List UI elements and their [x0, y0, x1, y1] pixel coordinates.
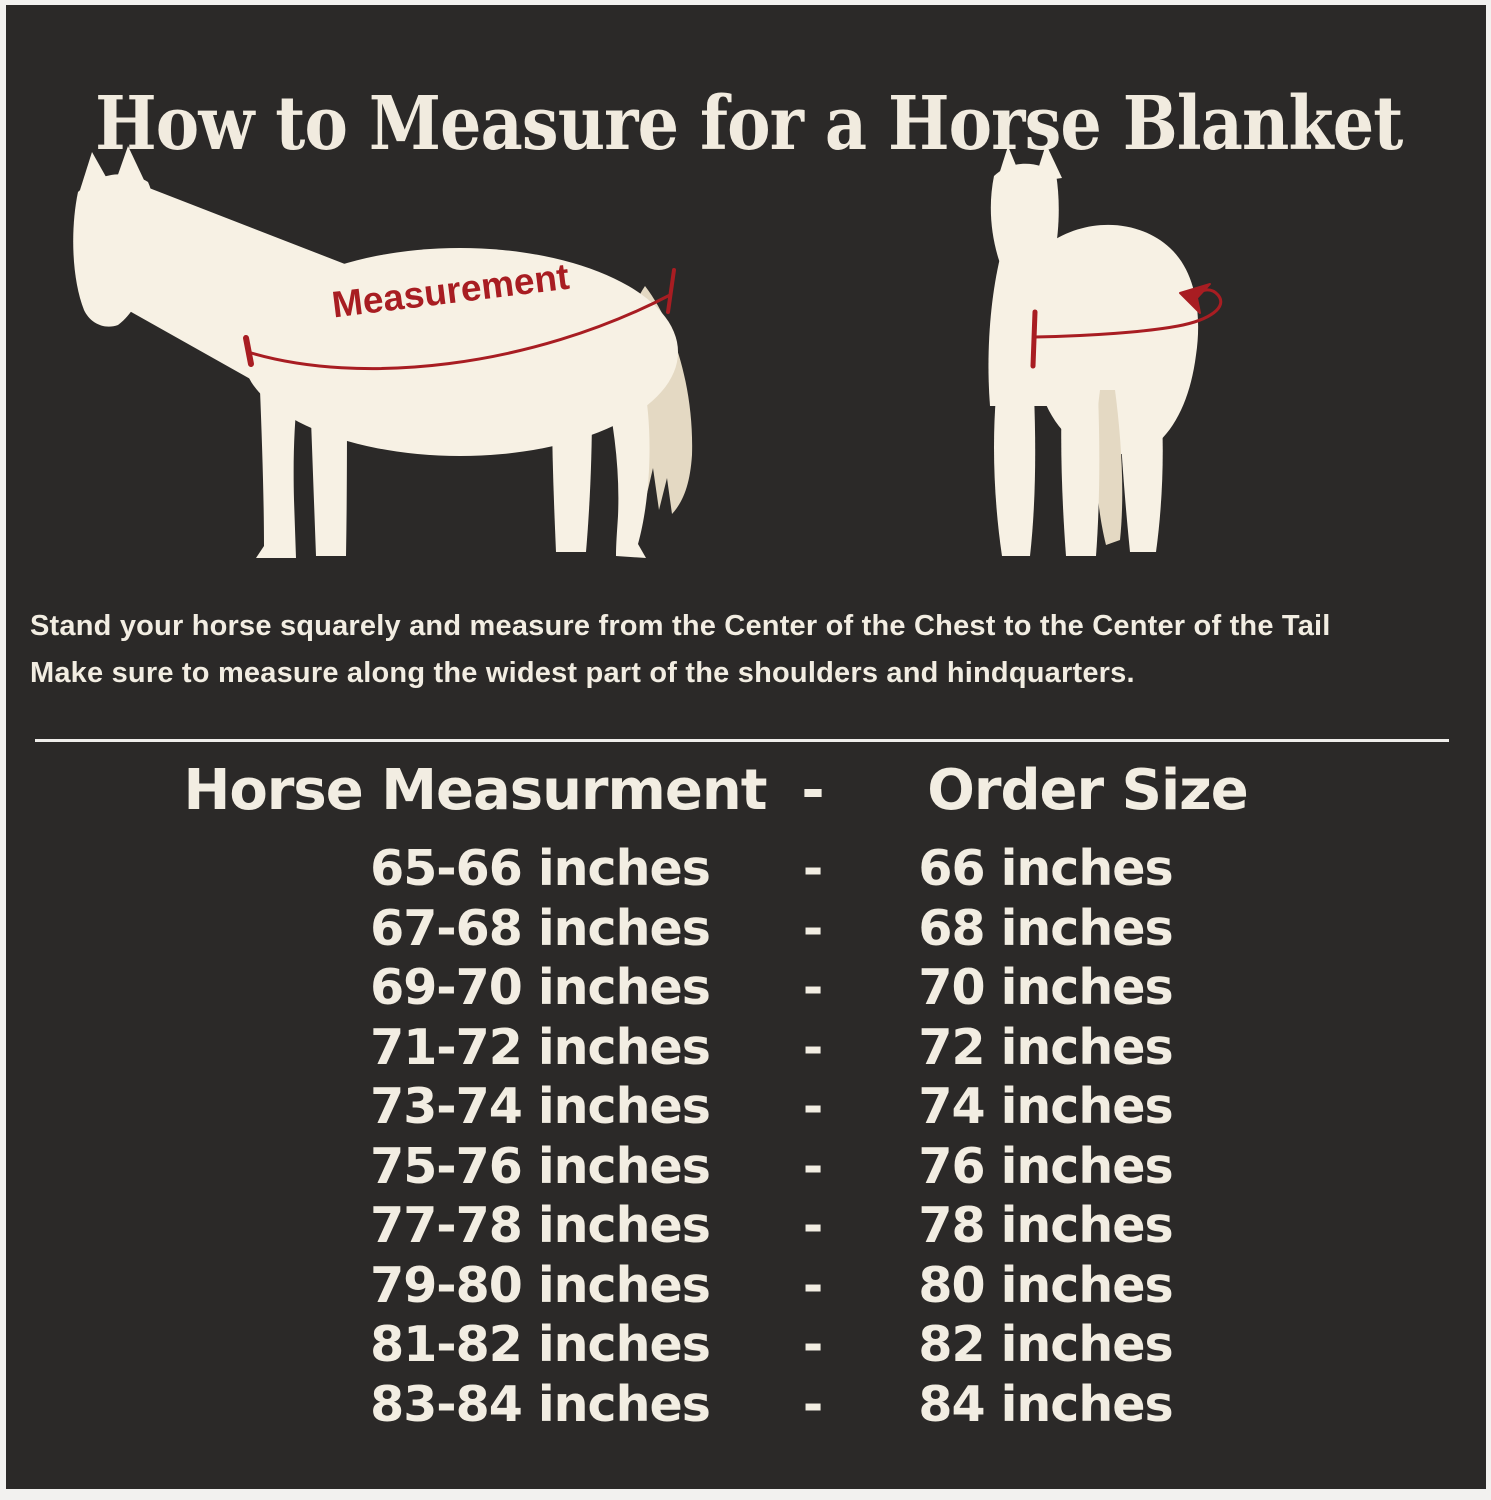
size-row: 71-72 inches - 72 inches [180, 1018, 1340, 1078]
horse-measurement-value: 71-72 inches [370, 1018, 711, 1076]
section-divider [35, 739, 1449, 742]
order-size-value: 78 inches [918, 1197, 1173, 1254]
horse-body [242, 248, 678, 456]
separator-dash: - [802, 1375, 823, 1433]
separator-dash: - [802, 1078, 823, 1135]
separator-dash: - [802, 1137, 823, 1195]
instruction-line-1: Stand your horse squarely and measure fr… [30, 610, 1331, 642]
size-row: 75-76 inches - 76 inches [180, 1137, 1340, 1197]
horse-ear [1034, 144, 1062, 182]
horse-measurement-value: 69-70 inches [370, 959, 711, 1016]
size-row: 65-66 inches - 66 inches [180, 839, 1340, 899]
separator-dash: - [802, 959, 823, 1016]
order-size-value: 74 inches [918, 1078, 1173, 1135]
col-header-order-size: Order Size [927, 758, 1249, 823]
order-size-value: 84 inches [918, 1375, 1173, 1433]
order-size-value: 72 inches [918, 1018, 1173, 1076]
size-chart-header: Horse Measurment - Order Size [180, 753, 1340, 829]
horse-measurement-value: 77-78 inches [370, 1197, 711, 1254]
measurement-start-tick [243, 335, 254, 367]
size-row: 73-74 inches - 74 inches [180, 1077, 1340, 1137]
order-size-value: 76 inches [918, 1137, 1173, 1195]
horse-neck [124, 186, 350, 408]
separator-dash: - [802, 1197, 823, 1254]
order-size-value: 66 inches [918, 840, 1173, 897]
horse-head [73, 174, 155, 327]
separator-dash: - [802, 1256, 823, 1314]
measurement-arrowhead-icon [1179, 283, 1211, 314]
separator-dash: - [802, 840, 823, 897]
horse-hind-leg [1120, 416, 1163, 552]
separator-dash: - [802, 1018, 823, 1076]
size-row: 83-84 inches - 84 inches [180, 1375, 1340, 1435]
horse-front-leg [1061, 394, 1100, 556]
size-chart-rows: 65-66 inches - 66 inches 67-68 inches - … [180, 839, 1340, 1434]
measurement-end-tick [666, 268, 676, 314]
measurement-wrap-line [1034, 288, 1223, 339]
side-view-horse-illustration: Measurement [73, 146, 693, 558]
horse-neck [988, 258, 1090, 406]
horse-measurement-value: 67-68 inches [370, 899, 711, 957]
horse-measurement-value: 83-84 inches [370, 1375, 711, 1433]
horse-front-leg [256, 390, 298, 558]
separator-dash: - [802, 1316, 823, 1373]
horse-head [990, 163, 1059, 293]
size-row: 79-80 inches - 80 inches [180, 1256, 1340, 1316]
size-chart: Horse Measurment - Order Size 65-66 inch… [180, 753, 1340, 1434]
order-size-value: 68 inches [918, 899, 1173, 957]
measuring-instructions: Stand your horse squarely and measure fr… [30, 603, 1470, 697]
front-view-horse-illustration [988, 144, 1223, 556]
separator-dash: - [802, 899, 823, 957]
horse-measurement-value: 73-74 inches [370, 1078, 711, 1135]
order-size-value: 82 inches [918, 1316, 1173, 1373]
infographic-panel: How to Measure for a Horse Blanket Measu… [6, 5, 1486, 1489]
col-header-horse-measurement: Horse Measurment [183, 758, 767, 823]
order-size-value: 70 inches [918, 959, 1173, 1016]
page-title-text: How to Measure for a Horse Blanket [95, 80, 1403, 167]
size-row: 69-70 inches - 70 inches [180, 958, 1340, 1018]
horse-measurement-value: 79-80 inches [370, 1256, 711, 1314]
horse-ear [80, 152, 110, 190]
horse-measurement-value: 81-82 inches [370, 1316, 711, 1373]
col-header-separator: - [801, 758, 824, 823]
order-size-value: 80 inches [918, 1256, 1173, 1314]
horse-measurement-value: 75-76 inches [370, 1137, 711, 1195]
instruction-line-2: Make sure to measure along the widest pa… [30, 657, 1135, 689]
size-row: 77-78 inches - 78 inches [180, 1196, 1340, 1256]
horse-tail [1095, 390, 1123, 545]
measurement-chest-tick [1030, 309, 1038, 369]
measurement-girth-line [247, 293, 671, 371]
horse-ear [114, 146, 144, 186]
size-row: 67-68 inches - 68 inches [180, 899, 1340, 959]
horse-front-leg [994, 394, 1036, 556]
page-title: How to Measure for a Horse Blanket [6, 81, 1486, 167]
header-row: Horse Measurment - Order Size [180, 753, 1340, 829]
horse-measurement-value: 65-66 inches [370, 840, 711, 897]
size-row: 81-82 inches - 82 inches [180, 1315, 1340, 1375]
horse-ear [996, 146, 1022, 184]
